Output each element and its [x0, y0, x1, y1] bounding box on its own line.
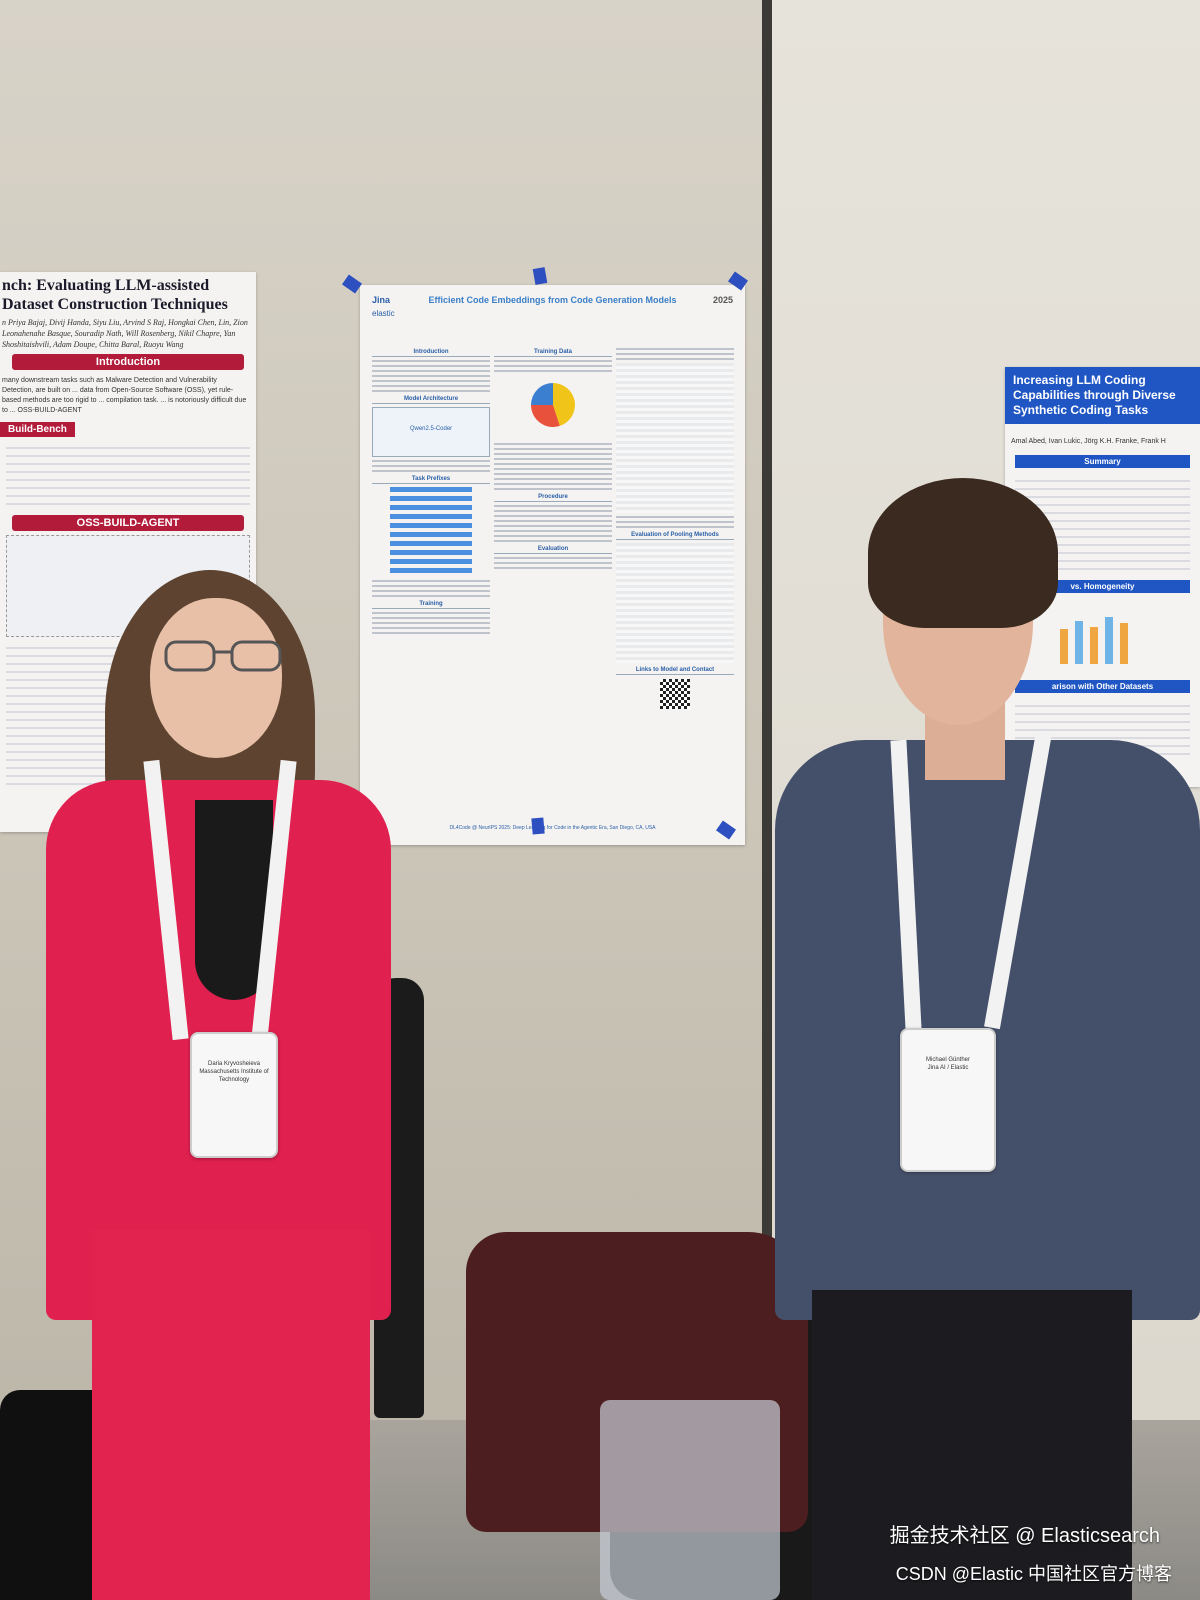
section-introduction: Introduction: [372, 349, 490, 357]
pooling-table: [616, 543, 734, 663]
right-badge-name: Michael Günther: [925, 1057, 971, 1063]
section-task-prefixes: Task Prefixes: [372, 476, 490, 484]
right-name-badge: Michael Günther Jina AI / Elastic: [900, 1028, 996, 1172]
left-person-face: [150, 598, 282, 758]
right-poster-summary-heading: Summary: [1015, 455, 1190, 468]
left-poster-title: nch: Evaluating LLM-assisted Dataset Con…: [2, 277, 228, 313]
task-prefix-table: [390, 487, 472, 577]
pie-slice-1: [531, 405, 560, 427]
right-person-trousers: [812, 1290, 1132, 1600]
right-poster-title: Increasing LLM Coding Capabilities throu…: [1005, 367, 1200, 424]
section-model-architecture: Model Architecture: [372, 396, 490, 404]
section-training-data: Training Data: [494, 349, 612, 357]
watermark-line-1: 掘金技术社区 @ Elasticsearch: [889, 1525, 1160, 1547]
elastic-logo: elastic: [372, 309, 395, 318]
left-poster-intro-heading: Introduction: [12, 354, 244, 370]
tape: [531, 817, 545, 835]
center-poster-title: Efficient Code Embeddings from Code Gene…: [428, 295, 677, 305]
center-poster-col-1: Introduction Model Architecture Qwen2.5-…: [372, 345, 490, 637]
left-name-badge: Daria Kryvosheieva Massachusetts Institu…: [190, 1032, 278, 1158]
center-poster-col-3: Evaluation of Pooling Methods Links to M…: [616, 345, 734, 713]
center-poster: Jina Efficient Code Embeddings from Code…: [360, 285, 745, 845]
center-poster-col-2: Training Data Procedure Evaluation: [494, 345, 612, 572]
section-pooling: Evaluation of Pooling Methods: [616, 532, 734, 540]
jina-logo: Jina: [372, 295, 391, 305]
left-poster-text-block: [6, 441, 250, 511]
left-poster-agent-heading: OSS-BUILD-AGENT: [12, 515, 244, 531]
left-person-pants: [92, 1230, 370, 1600]
watermark-line-2: CSDN @Elastic 中国社区官方博客: [895, 1564, 1172, 1584]
pie-slice-2: [531, 383, 553, 405]
right-poster-authors: Amal Abed, Ivan Lukic, Jörg K.H. Franke,…: [1011, 438, 1166, 445]
left-poster: nch: Evaluating LLM-assisted Dataset Con…: [0, 272, 256, 832]
glasses-icon: [164, 640, 282, 672]
right-poster-bar-chart: [1060, 617, 1128, 664]
tape: [532, 267, 548, 285]
pie-slice-0: [553, 383, 575, 426]
results-table: [616, 363, 734, 513]
right-poster-section-3: arison with Other Datasets: [1015, 680, 1190, 693]
section-evaluation: Evaluation: [494, 546, 612, 554]
section-procedure: Procedure: [494, 494, 612, 502]
pie-chart: [531, 383, 575, 427]
left-poster-intro-text: many downstream tasks such as Malware De…: [2, 377, 247, 414]
plastic-bag: [600, 1400, 780, 1600]
section-links: Links to Model and Contact: [616, 667, 734, 675]
center-poster-footer: DL4Code @ NeurIPS 2025: Deep Learning fo…: [449, 825, 656, 831]
left-badge-name: Daria Kryvosheieva: [207, 1061, 261, 1067]
left-poster-build-heading: Build-Bench: [0, 422, 75, 437]
conference-logo: 2025: [712, 295, 733, 305]
right-poster-section-2: vs. Homogeneity: [1015, 580, 1190, 593]
right-badge-org: Jina AI / Elastic: [927, 1065, 969, 1071]
section-training: Training: [372, 601, 490, 609]
left-badge-org: Massachusetts Institute of Technology: [199, 1069, 269, 1083]
model-diagram: Qwen2.5-Coder: [372, 407, 490, 457]
qr-code: [660, 679, 690, 709]
board-seam: [762, 0, 772, 1430]
right-person-hair: [868, 478, 1058, 628]
left-poster-authors: n Priya Bajaj, Divij Handa, Siyu Liu, Ar…: [2, 318, 248, 349]
